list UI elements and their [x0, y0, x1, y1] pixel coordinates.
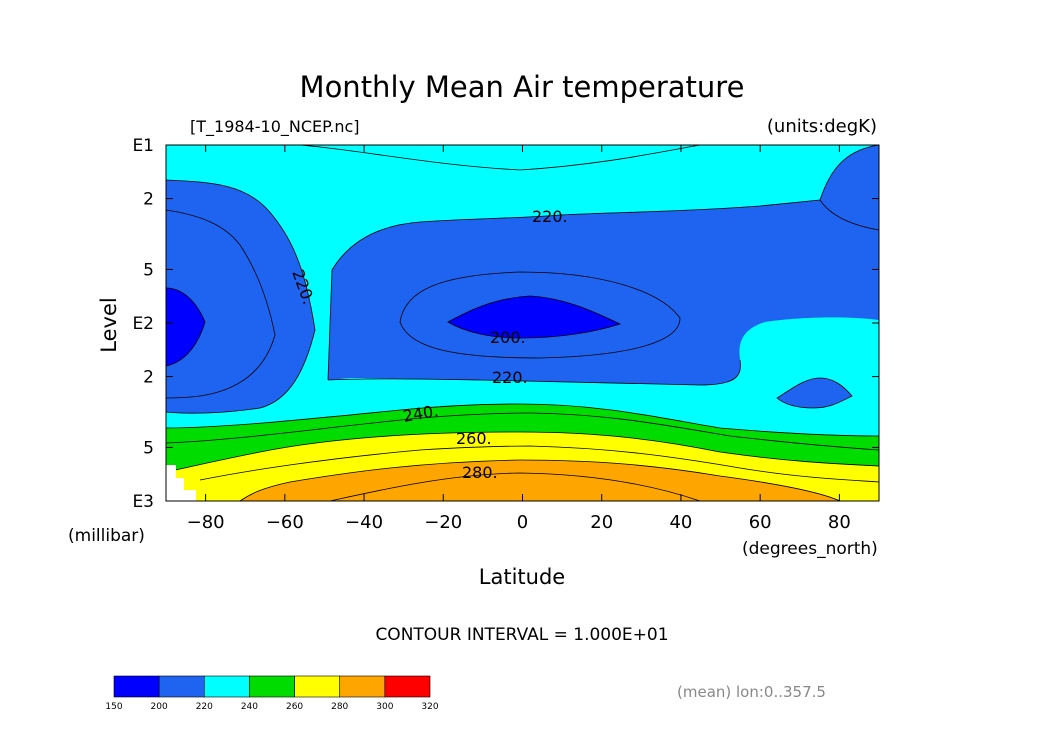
colorbar-label: 300	[376, 702, 393, 712]
y-tick-label: 5	[143, 260, 154, 280]
colorbar-swatch	[158, 675, 205, 698]
fill-band-300-320	[330, 473, 700, 501]
missing-data-cells	[166, 465, 196, 501]
contour-label: 260.	[456, 429, 492, 448]
contour-label: 280.	[462, 463, 498, 482]
fill-band-200-220-corner	[846, 495, 879, 501]
y-tick-label: E1	[132, 136, 154, 156]
x-tick-label: 0	[517, 512, 528, 533]
x-axis: −80 −60 −40 −20 0 20 40 60 80	[187, 145, 851, 533]
chart-title: Monthly Mean Air temperature	[300, 70, 745, 104]
fill-band-200-220-top-right	[820, 145, 879, 230]
contour-label-group: 220. 220. 200. 220. 240. 260. 280.	[288, 207, 567, 482]
x-tick-label: 60	[749, 512, 772, 533]
x-tick-label: −20	[424, 512, 462, 533]
fill-band-150-200-left	[166, 288, 205, 366]
colorbar-swatch	[249, 675, 295, 698]
x-tick-label: 40	[669, 512, 692, 533]
y-tick-label: E2	[132, 314, 154, 334]
y-axis-label: Level	[97, 297, 121, 352]
y-tick-label: 2	[143, 190, 154, 210]
colorbar-swatch	[294, 675, 341, 698]
x-tick-label: 80	[828, 512, 851, 533]
x-tick-label: −40	[345, 512, 383, 533]
colorbar-label: 150	[105, 702, 122, 712]
x-axis-label: Latitude	[479, 565, 565, 589]
contour-label: 200.	[490, 328, 526, 347]
contour-label: 220.	[532, 207, 568, 226]
fill-band-200-220-island	[777, 378, 852, 408]
y-tick-label: 2	[143, 368, 154, 388]
x-tick-label: −60	[266, 512, 304, 533]
colorbar-swatch	[113, 675, 160, 698]
x-tick-label: 20	[590, 512, 613, 533]
colorbar-label: 200	[151, 702, 168, 712]
footnote: (mean) lon:0..357.5	[677, 683, 826, 701]
fill-band-150-200-center	[448, 296, 620, 338]
contour-interval-text: CONTOUR INTERVAL = 1.000E+01	[375, 625, 668, 645]
y-axis: E1 2 5 E2 2 5 E3	[132, 136, 879, 512]
fill-band-200-220-left	[166, 180, 315, 414]
y-units-label: (millibar)	[68, 526, 145, 546]
contour-label: 220.	[492, 368, 528, 387]
y-tick-label: 5	[143, 438, 154, 458]
y-tick-label: E3	[132, 492, 154, 512]
x-tick-label: −80	[187, 512, 225, 533]
colorbar-label: 240	[241, 702, 258, 712]
x-units-label: (degrees_north)	[742, 539, 878, 559]
colorbar-swatch	[339, 675, 386, 698]
colorbar: 150 200 220 240 260 280 300 320	[105, 675, 439, 712]
colorbar-label: 320	[421, 702, 438, 712]
colorbar-label: 280	[331, 702, 348, 712]
file-label: [T_1984-10_NCEP.nc]	[190, 117, 360, 137]
colorbar-swatch	[203, 675, 250, 698]
colorbar-swatch	[384, 675, 431, 698]
contour-lines	[166, 145, 879, 501]
units-label: (units:degK)	[767, 116, 877, 137]
colorbar-label: 260	[286, 702, 303, 712]
plot-area	[166, 145, 879, 501]
colorbar-label: 220	[196, 702, 213, 712]
